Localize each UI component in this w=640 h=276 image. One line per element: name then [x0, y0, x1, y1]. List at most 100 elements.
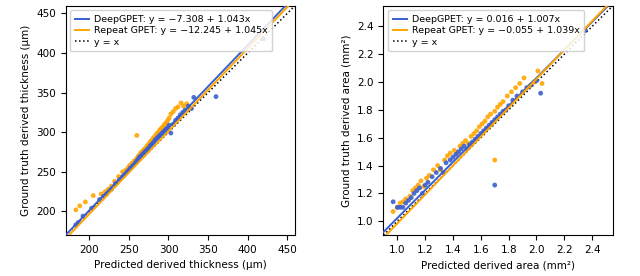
- Point: [158, 124, 168, 129]
- Point: [183, 104, 193, 108]
- Point: [117, 174, 127, 179]
- Point: [184, 106, 194, 111]
- Point: [161, 127, 172, 131]
- Point: [148, 140, 159, 145]
- Point: [498, 109, 508, 113]
- Legend: DeepGPET: y = −7.308 + 1.043x, Repeat GPET: y = −12.245 + 1.045x, y = x: DeepGPET: y = −7.308 + 1.043x, Repeat GP…: [70, 10, 273, 51]
- Point: [259, 37, 269, 41]
- Point: [480, 119, 490, 123]
- Point: [150, 134, 160, 138]
- Point: [73, 220, 83, 225]
- Point: [78, 214, 88, 218]
- Point: [490, 158, 500, 162]
- Point: [120, 168, 131, 172]
- Point: [132, 156, 142, 161]
- Point: [445, 158, 455, 162]
- Point: [136, 154, 146, 158]
- Point: [135, 152, 145, 156]
- Point: [70, 223, 81, 227]
- Point: [130, 161, 140, 165]
- Point: [164, 123, 174, 127]
- Point: [502, 94, 513, 98]
- Point: [70, 208, 81, 212]
- Point: [448, 155, 458, 160]
- Point: [102, 192, 112, 196]
- Point: [176, 101, 186, 105]
- Point: [438, 170, 449, 175]
- Point: [392, 205, 403, 209]
- Point: [392, 205, 403, 209]
- Point: [440, 158, 450, 162]
- Point: [122, 170, 132, 174]
- Point: [506, 90, 516, 94]
- Point: [456, 147, 467, 151]
- Point: [462, 147, 472, 151]
- Point: [113, 174, 124, 179]
- Point: [133, 157, 143, 161]
- Point: [99, 194, 109, 198]
- Point: [485, 112, 495, 116]
- Point: [163, 125, 173, 130]
- Point: [522, 86, 532, 90]
- Point: [408, 189, 418, 193]
- Point: [529, 80, 539, 84]
- Point: [388, 209, 398, 214]
- Point: [132, 158, 142, 163]
- Point: [143, 142, 154, 146]
- Point: [128, 163, 138, 168]
- Point: [492, 105, 502, 109]
- Point: [415, 186, 425, 190]
- Point: [524, 84, 534, 89]
- Point: [155, 133, 165, 138]
- Point: [103, 187, 113, 192]
- Point: [417, 191, 428, 196]
- Point: [467, 140, 477, 144]
- Point: [424, 173, 435, 177]
- Point: [137, 152, 147, 156]
- Point: [490, 118, 500, 122]
- Point: [504, 104, 514, 108]
- Point: [143, 146, 154, 150]
- Point: [175, 113, 186, 117]
- Point: [120, 172, 130, 176]
- Point: [500, 108, 511, 112]
- Point: [170, 106, 180, 111]
- Point: [124, 168, 134, 172]
- Point: [451, 152, 461, 157]
- Point: [139, 151, 149, 155]
- Point: [413, 183, 423, 187]
- Point: [431, 170, 442, 175]
- Point: [420, 183, 430, 187]
- Point: [490, 183, 500, 187]
- Point: [109, 179, 120, 184]
- Point: [153, 135, 163, 139]
- Point: [106, 187, 116, 192]
- Point: [388, 200, 398, 204]
- Point: [88, 193, 99, 198]
- Point: [459, 144, 469, 148]
- Point: [498, 99, 508, 104]
- X-axis label: Predicted derived area (mm²): Predicted derived area (mm²): [421, 261, 575, 270]
- Point: [453, 150, 463, 154]
- Point: [463, 141, 474, 145]
- Point: [423, 180, 433, 184]
- Point: [132, 133, 142, 138]
- Point: [445, 151, 455, 155]
- Point: [458, 141, 468, 145]
- Point: [164, 116, 174, 120]
- Point: [401, 201, 411, 205]
- Point: [148, 136, 159, 140]
- Point: [395, 201, 405, 205]
- Point: [159, 122, 170, 126]
- Point: [155, 128, 165, 132]
- Point: [125, 166, 136, 170]
- Point: [406, 195, 417, 200]
- Point: [428, 168, 438, 172]
- Point: [401, 197, 411, 201]
- Point: [455, 144, 465, 148]
- Point: [487, 120, 497, 125]
- Point: [100, 189, 110, 194]
- Point: [512, 94, 522, 98]
- Point: [474, 124, 484, 129]
- Point: [466, 134, 476, 139]
